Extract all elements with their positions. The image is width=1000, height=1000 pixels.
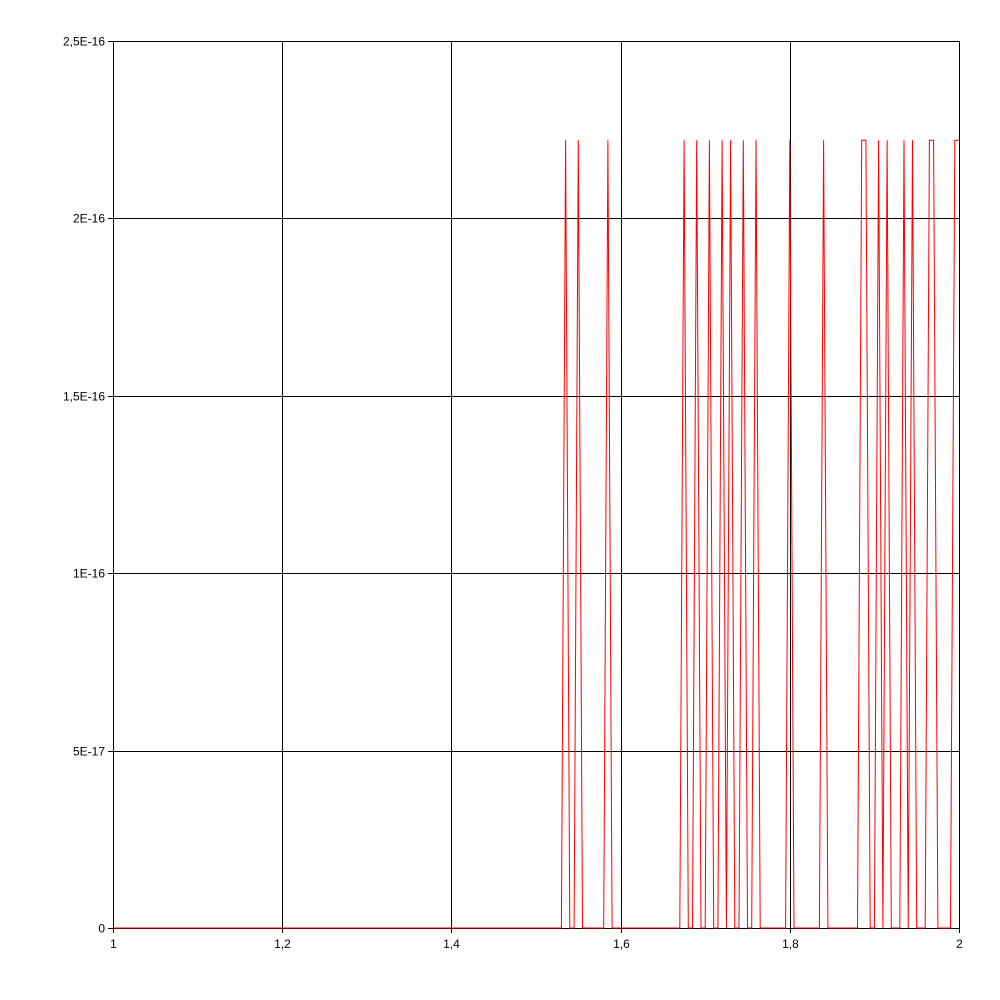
x-tick-label: 1,6 <box>613 937 630 951</box>
y-tick-label: 5E-17 <box>73 745 105 759</box>
y-tick-label: 1,5E-16 <box>63 390 105 404</box>
x-tick-label: 1 <box>110 937 117 951</box>
x-tick-label: 1,4 <box>443 937 460 951</box>
x-tick-label: 1,8 <box>782 937 799 951</box>
y-tick-label: 2E-16 <box>73 212 105 226</box>
series-line <box>113 139 959 929</box>
plot-border <box>113 41 960 929</box>
axes <box>108 41 960 933</box>
tick-labels: 1 1,2 1,4 1,6 1,8 2 0 5E-17 1E-16 1,5E-16 2E-16 2,5… <box>63 35 963 952</box>
grid <box>113 41 960 929</box>
y-tick-label: 0 <box>98 922 105 936</box>
y-tick-label: 1E-16 <box>73 567 105 581</box>
series-layer <box>113 139 959 929</box>
x-tick-label: 1,2 <box>274 937 291 951</box>
y-tick-label: 2,5E-16 <box>63 35 105 49</box>
x-tick-label: 2 <box>956 937 963 951</box>
